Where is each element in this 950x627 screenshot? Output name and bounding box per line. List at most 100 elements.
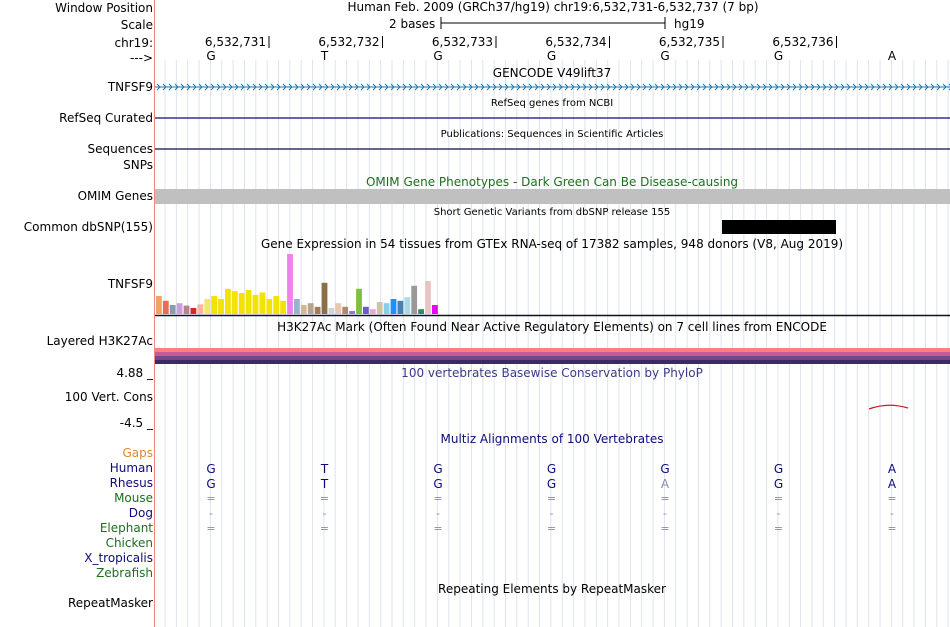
gtex-bar bbox=[376, 302, 383, 314]
alignment-base: = bbox=[887, 522, 897, 535]
track-label-dbsnp[interactable]: Common dbSNP(155) bbox=[23, 220, 153, 234]
track-label-phylop[interactable]: 100 Vert. Cons bbox=[64, 390, 153, 404]
gtex-bar bbox=[300, 305, 307, 314]
strand-chevron-icon bbox=[558, 83, 563, 91]
strand-chevron-icon bbox=[858, 83, 863, 91]
alignment-base: G bbox=[206, 477, 216, 491]
panel-divider bbox=[154, 0, 155, 627]
strand-chevron-icon bbox=[648, 83, 653, 91]
strand-chevron-icon bbox=[198, 83, 203, 91]
strand-chevron-icon bbox=[930, 83, 935, 91]
h3k27ac-band bbox=[155, 352, 950, 356]
phylop-title: 100 vertebrates Basewise Conservation by… bbox=[401, 366, 703, 380]
strand-chevron-icon bbox=[684, 83, 689, 91]
strand-chevron-icon bbox=[348, 83, 353, 91]
strand-chevron-icon bbox=[306, 83, 311, 91]
scale-db: hg19 bbox=[674, 17, 705, 31]
strand-chevron-icon bbox=[426, 83, 431, 91]
alignment-base: - bbox=[890, 507, 894, 520]
strand-chevron-icon bbox=[408, 83, 413, 91]
strand-chevron-icon bbox=[768, 83, 773, 91]
track-label-gencode[interactable]: TNFSF9 bbox=[107, 80, 153, 94]
track-label-snps[interactable]: SNPs bbox=[123, 158, 153, 172]
track-label-refseq[interactable]: RefSeq Curated bbox=[59, 111, 153, 125]
ruler-position: 6,532,736 bbox=[772, 35, 834, 49]
gtex-bar bbox=[162, 300, 169, 314]
chrom-label: chr19: bbox=[114, 36, 153, 50]
gtex-bar bbox=[294, 299, 300, 314]
strand-chevron-icon bbox=[294, 83, 299, 91]
track-labels-panel: Window Position Scale chr19: ---> TNFSF9… bbox=[0, 0, 155, 627]
gtex-bar bbox=[404, 297, 411, 314]
base-grid bbox=[164, 60, 949, 627]
strand-chevron-icon bbox=[600, 83, 605, 91]
strand-chevron-icon bbox=[252, 83, 257, 91]
gtex-bar bbox=[328, 308, 335, 314]
gtex-bar bbox=[169, 305, 176, 314]
strand-chevron-icon bbox=[480, 83, 485, 91]
strand-chevron-icon bbox=[276, 83, 281, 91]
strand-chevron-icon bbox=[750, 83, 755, 91]
strand-chevron-icon bbox=[396, 83, 401, 91]
strand-chevron-icon bbox=[744, 83, 749, 91]
browser-image-panel[interactable]: Human Feb. 2009 (GRCh37/hg19) chr19:6,53… bbox=[155, 0, 950, 627]
strand-chevron-icon bbox=[654, 83, 659, 91]
gtex-bar bbox=[211, 296, 217, 314]
strand-chevron-icon bbox=[342, 83, 347, 91]
strand-chevron-icon bbox=[228, 83, 233, 91]
alignment-base: G bbox=[773, 477, 784, 491]
gtex-title: Gene Expression in 54 tissues from GTEx … bbox=[260, 237, 844, 251]
strand-chevron-icon bbox=[528, 83, 533, 91]
strand-chevron-icon bbox=[912, 83, 917, 91]
strand-chevron-icon bbox=[780, 83, 785, 91]
strand-chevron-icon bbox=[486, 83, 491, 91]
strand-chevron-icon bbox=[468, 83, 473, 91]
ruler-base: G bbox=[433, 49, 443, 63]
strand-chevron-icon bbox=[900, 83, 905, 91]
alignment-base: = bbox=[887, 492, 897, 505]
ruler-position: 6,532,731 bbox=[204, 35, 266, 49]
gtex-bar bbox=[204, 299, 211, 314]
strand-chevron-icon bbox=[420, 83, 425, 91]
ruler-base: G bbox=[660, 49, 670, 63]
ruler-base: A bbox=[887, 49, 897, 63]
strand-chevron-icon bbox=[366, 83, 371, 91]
window-position-label: Window Position bbox=[55, 1, 153, 15]
strand-chevron-icon bbox=[816, 83, 821, 91]
strand-chevron-icon bbox=[576, 83, 581, 91]
strand-chevron-icon bbox=[888, 83, 893, 91]
alignment-base: = bbox=[546, 492, 557, 505]
strand-chevron-icon bbox=[180, 83, 185, 91]
track-label-repeatmasker[interactable]: RepeatMasker bbox=[67, 596, 153, 610]
track-label-h3k27ac[interactable]: Layered H3K27Ac bbox=[46, 334, 153, 348]
strand-chevron-icon bbox=[606, 83, 611, 91]
alignment-base: T bbox=[320, 462, 329, 476]
strand-chevron-icon bbox=[582, 83, 587, 91]
assembly-position-text: Human Feb. 2009 (GRCh37/hg19) chr19:6,53… bbox=[347, 0, 759, 14]
strand-chevron-icon bbox=[312, 83, 317, 91]
strand-chevron-icon bbox=[642, 83, 647, 91]
gtex-bar bbox=[383, 303, 390, 314]
gtex-bar bbox=[356, 288, 362, 314]
species-label: Gaps bbox=[122, 446, 153, 460]
alignment-base: G bbox=[773, 462, 784, 476]
ruler-position: 6,532,735 bbox=[658, 35, 720, 49]
track-label-omim[interactable]: OMIM Genes bbox=[77, 189, 153, 203]
gtex-bar bbox=[252, 294, 259, 314]
strand-chevron-icon bbox=[552, 83, 557, 91]
gtex-bar bbox=[411, 285, 418, 314]
strand-chevron-icon bbox=[588, 83, 593, 91]
strand-chevron-icon bbox=[876, 83, 881, 91]
gtex-bar bbox=[245, 290, 252, 314]
track-label-publications[interactable]: Sequences bbox=[87, 142, 153, 156]
gtex-bar bbox=[369, 309, 376, 314]
phylop-signal bbox=[868, 404, 909, 410]
strand-chevron-icon bbox=[240, 83, 245, 91]
ruler-position: 6,532,733 bbox=[431, 35, 493, 49]
track-label-gtex[interactable]: TNFSF9 bbox=[107, 277, 153, 291]
strand-chevron-icon bbox=[702, 83, 707, 91]
strand-chevron-icon bbox=[450, 83, 455, 91]
phylop-ymin-label: -4.5 _ bbox=[119, 416, 153, 430]
h3k27ac-band bbox=[155, 360, 950, 364]
strand-chevron-icon bbox=[846, 83, 851, 91]
